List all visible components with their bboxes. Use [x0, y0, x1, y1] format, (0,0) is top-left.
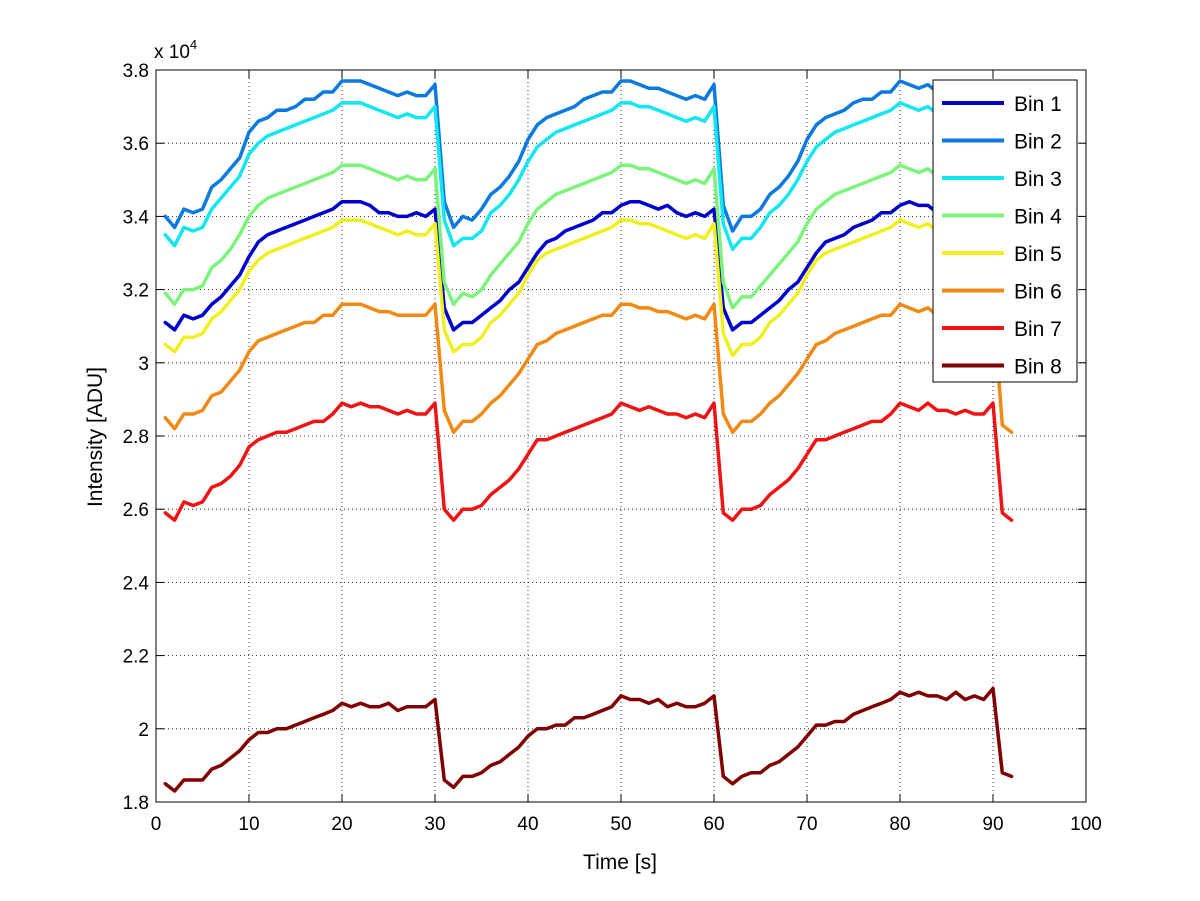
legend-label-bin-4: Bin 4	[1014, 206, 1062, 229]
y-tick-label: 3.4	[123, 207, 150, 228]
series-layer	[163, 79, 1014, 793]
y-multiplier: x 104	[154, 37, 197, 63]
series-line-bin-2	[163, 79, 1014, 233]
y-tick-label: 2.2	[123, 647, 149, 668]
x-tick-labels: 0 10 20 30 40 50 60 70 80 90 100	[151, 814, 1102, 835]
x-tick-label: 20	[331, 814, 352, 835]
y-tick-label: 2	[138, 720, 149, 741]
x-tick-label: 100	[1070, 814, 1102, 835]
y-tick-label: 3.8	[123, 61, 149, 82]
ticks	[155, 69, 1087, 803]
series-line-bin-8	[163, 686, 1014, 793]
legend-label-bin-5: Bin 5	[1014, 243, 1062, 266]
y-tick-label: 1.8	[123, 793, 149, 814]
x-tick-label: 80	[889, 814, 910, 835]
series-line-bin-5	[163, 218, 1014, 358]
legend-label-bin-7: Bin 7	[1014, 318, 1062, 341]
grid	[156, 70, 1086, 802]
x-tick-label: 30	[424, 814, 445, 835]
y-tick-label: 2.4	[123, 573, 150, 594]
x-tick-label: 90	[982, 814, 1003, 835]
legend-label-bin-2: Bin 2	[1014, 131, 1062, 154]
y-axis-label: Intensity [ADU]	[84, 367, 107, 507]
series-line-bin-6	[163, 302, 1014, 435]
legend: Bin 1 Bin 2 Bin 3 Bin 4 Bin 5 Bin 6 Bin 7 Bin 8	[932, 79, 1078, 383]
series-line-bin-7	[163, 401, 1014, 522]
y-tick-label: 2.6	[123, 500, 149, 521]
y-tick-label: 3.6	[123, 134, 149, 155]
y-tick-label: 3.2	[123, 281, 149, 302]
y-tick-labels: 1.8 2 2.2 2.4 2.6 2.8 3 3.2 3.4 3.6 3.8	[123, 61, 150, 814]
x-tick-label: 10	[238, 814, 259, 835]
legend-label-bin-1: Bin 1	[1014, 93, 1062, 116]
x-axis-label: Time [s]	[583, 851, 657, 874]
legend-box	[932, 79, 1078, 383]
y-tick-label: 2.8	[123, 427, 149, 448]
legend-label-bin-8: Bin 8	[1014, 356, 1062, 379]
x-tick-label: 70	[796, 814, 817, 835]
x-tick-label: 60	[703, 814, 724, 835]
legend-label-bin-6: Bin 6	[1014, 281, 1062, 304]
series-line-bin-1	[163, 200, 1014, 332]
legend-label-bin-3: Bin 3	[1014, 168, 1062, 191]
x-tick-label: 50	[610, 814, 631, 835]
y-tick-label: 3	[138, 354, 149, 375]
x-tick-label: 0	[151, 814, 162, 835]
series-line-bin-4	[163, 163, 1014, 310]
series-line-bin-3	[163, 101, 1014, 252]
x-tick-label: 40	[517, 814, 538, 835]
